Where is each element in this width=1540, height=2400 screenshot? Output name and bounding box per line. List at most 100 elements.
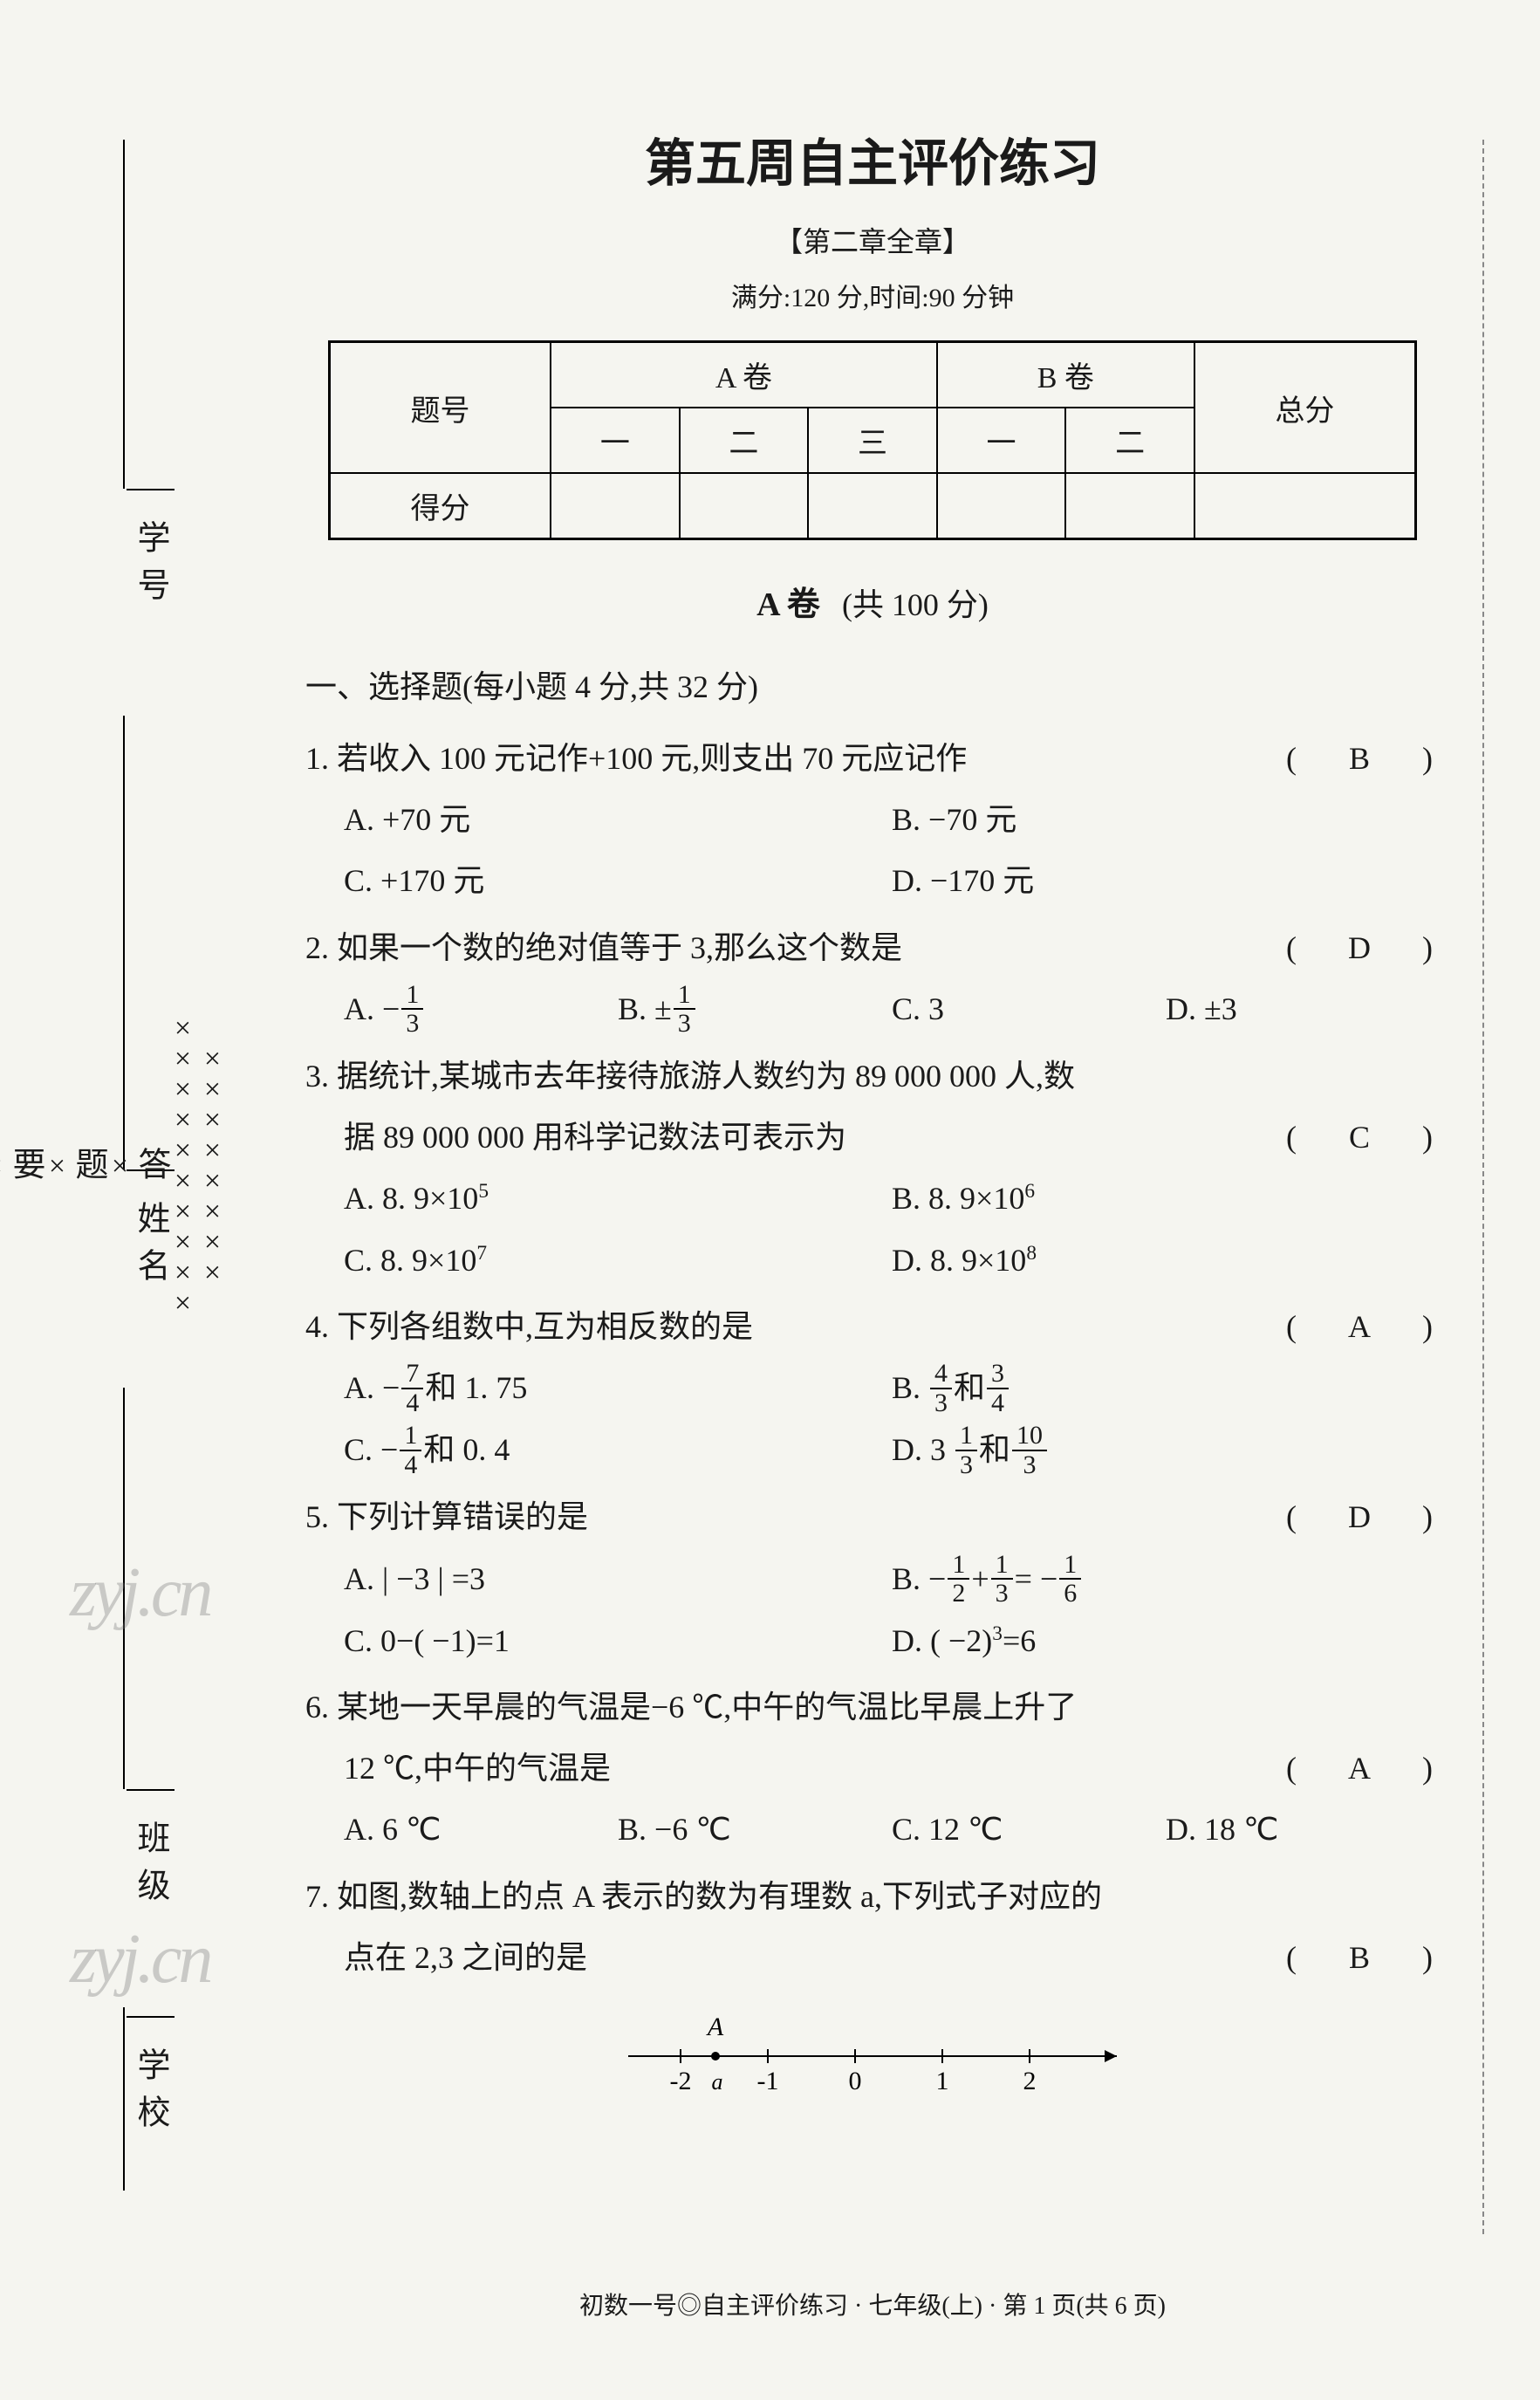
th-a3: 三 (808, 408, 937, 473)
q5-d-exp: 3 (992, 1622, 1003, 1645)
q3-opt-c: C. 8. 9×107 (344, 1230, 892, 1291)
tick-1: 1 (936, 2067, 949, 2095)
tick-neg2: -2 (670, 2067, 692, 2095)
q5-answer-paren: ( D ) (1286, 1486, 1440, 1547)
section-a-points: (共 100 分) (842, 587, 989, 622)
frac-d: 4 (400, 1451, 421, 1479)
q4-d-mid: 和 (979, 1432, 1010, 1467)
th-defen: 得分 (330, 473, 551, 539)
score-cell[interactable] (1065, 473, 1194, 539)
score-cell[interactable] (1194, 473, 1416, 539)
q1-opt-c: C. +170 元 (344, 850, 892, 911)
question-5: 5. 下列计算错误的是 ( D ) A. | −3 | =3 B. −12+13… (305, 1486, 1440, 1671)
frac-icon: 12 (948, 1551, 969, 1608)
score-cell[interactable] (680, 473, 809, 539)
q2-text: 2. 如果一个数的绝对值等于 3,那么这个数是 (305, 930, 902, 965)
q1-answer-paren: ( B ) (1286, 728, 1440, 789)
q6-stem-1: 6. 某地一天早晨的气温是−6 ℃,中午的气温比早晨上升了 (305, 1677, 1440, 1738)
frac-n: 10 (1012, 1422, 1047, 1451)
x-run: × (0, 1150, 9, 1181)
q1-stem: 1. 若收入 100 元记作+100 元,则支出 70 元应记作 ( B ) (305, 728, 1440, 789)
frac-icon: 13 (674, 981, 695, 1038)
frac-icon: 43 (930, 1360, 952, 1416)
meta-line: 满分:120 分,时间:90 分钟 (305, 276, 1440, 314)
q7-answer: B (1342, 1927, 1384, 1988)
q3-d-exp: 8 (1026, 1242, 1037, 1265)
seal-line: ×××××××× ×××××××××× 答 × 题 × 要 × 不 × 内 × … (183, 140, 227, 2191)
q5-b-eq: = − (1015, 1561, 1058, 1596)
score-cell[interactable] (551, 473, 680, 539)
frac-n: 1 (991, 1551, 1013, 1581)
q6-opt-a: A. 6 ℃ (344, 1799, 618, 1860)
q6-options: A. 6 ℃ B. −6 ℃ C. 12 ℃ D. 18 ℃ (305, 1799, 1440, 1860)
frac-n: 1 (674, 981, 695, 1011)
frac-icon: 13 (401, 981, 423, 1038)
frac-n: 3 (987, 1360, 1009, 1389)
frac-icon: 14 (400, 1422, 421, 1478)
q4-options: A. −74和 1. 75 B. 43和34 C. −14和 0. 4 D. 3… (305, 1357, 1440, 1481)
th-tihao: 题号 (330, 342, 551, 474)
q1-options: A. +70 元 B. −70 元 C. +170 元 D. −170 元 (305, 789, 1440, 911)
frac-icon: 103 (1012, 1422, 1047, 1478)
frac-n: 1 (948, 1551, 969, 1581)
frac-d: 3 (991, 1580, 1013, 1608)
seal-char: 题 (72, 1147, 105, 1183)
score-cell[interactable] (937, 473, 1066, 539)
frac-icon: 74 (401, 1360, 423, 1416)
x-run: ×××××××××× (168, 1012, 197, 1318)
q3-b-exp: 6 (1024, 1180, 1035, 1203)
q7-answer-paren: ( B ) (1286, 1927, 1440, 1988)
q3-a-exp: 5 (478, 1180, 489, 1203)
question-6: 6. 某地一天早晨的气温是−6 ℃,中午的气温比早晨上升了 12 ℃,中午的气温… (305, 1677, 1440, 1861)
frac-icon: 13 (955, 1422, 977, 1478)
q6-answer-paren: ( A ) (1286, 1738, 1440, 1799)
q3-options: A. 8. 9×105 B. 8. 9×106 C. 8. 9×107 D. 8… (305, 1168, 1440, 1290)
content: 第五周自主评价练习 【第二章全章】 满分:120 分,时间:90 分钟 题号 A… (305, 122, 1440, 2105)
x-run: × (42, 1150, 72, 1181)
frac-d: 6 (1059, 1580, 1081, 1608)
frac-icon: 16 (1059, 1551, 1081, 1608)
q5-text: 5. 下列计算错误的是 (305, 1499, 588, 1534)
q6-opt-c: C. 12 ℃ (892, 1799, 1166, 1860)
q5-b-pre: B. − (892, 1561, 946, 1596)
q5-opt-b: B. −12+13= −16 (892, 1548, 1440, 1610)
score-cell[interactable] (808, 473, 937, 539)
q5-d: D. ( −2) (892, 1623, 992, 1658)
q4-opt-a: A. −74和 1. 75 (344, 1357, 892, 1419)
q6-answer: A (1342, 1738, 1384, 1799)
q4-c-post: 和 0. 4 (423, 1432, 510, 1467)
q4-answer-paren: ( A ) (1286, 1296, 1440, 1357)
q2-opt-b: B. ±13 (618, 978, 892, 1040)
frac-d: 3 (930, 1389, 952, 1417)
q1-opt-d: D. −170 元 (892, 850, 1440, 911)
part-i-heading: 一、选择题(每小题 4 分,共 32 分) (305, 662, 1440, 707)
tick-2: 2 (1023, 2067, 1037, 2095)
section-a-label: A 卷 (共 100 分) (305, 577, 1440, 625)
q5-opt-d: D. ( −2)3=6 (892, 1610, 1440, 1671)
q6-stem-2: 12 ℃,中午的气温是 ( A ) (305, 1738, 1440, 1799)
frac-icon: 13 (991, 1551, 1013, 1608)
q3-answer: C (1342, 1107, 1384, 1168)
point-a-sub: a (712, 2069, 723, 2095)
q4-b-pre: B. (892, 1370, 928, 1405)
question-7: 7. 如图,数轴上的点 A 表示的数为有理数 a,下列式子对应的 点在 2,3 … (305, 1866, 1440, 2100)
q2-a-pre: A. − (344, 991, 400, 1026)
frac-d: 3 (1012, 1451, 1047, 1479)
subtitle: 【第二章全章】 (305, 220, 1440, 260)
q4-answer: A (1342, 1296, 1384, 1357)
question-4: 4. 下列各组数中,互为相反数的是 ( A ) A. −74和 1. 75 B.… (305, 1296, 1440, 1482)
frac-n: 1 (955, 1422, 977, 1451)
q2-options: A. −13 B. ±13 C. 3 D. ±3 (305, 978, 1440, 1040)
q2-answer: D (1342, 917, 1384, 978)
q3-stem-1: 3. 据统计,某城市去年接待旅游人数约为 89 000 000 人,数 (305, 1046, 1440, 1107)
q4-d-pre: D. 3 (892, 1432, 954, 1467)
q3-opt-b: B. 8. 9×106 (892, 1168, 1440, 1229)
x-run: × (105, 1150, 134, 1181)
q2-opt-d: D. ±3 (1166, 978, 1440, 1040)
q5-answer: D (1342, 1486, 1384, 1547)
q3-opt-a: A. 8. 9×105 (344, 1168, 892, 1229)
q2-stem: 2. 如果一个数的绝对值等于 3,那么这个数是 ( D ) (305, 917, 1440, 978)
q7-stem-1: 7. 如图,数轴上的点 A 表示的数为有理数 a,下列式子对应的 (305, 1866, 1440, 1927)
th-zongfen: 总分 (1194, 342, 1416, 474)
q3-answer-paren: ( C ) (1286, 1107, 1440, 1168)
